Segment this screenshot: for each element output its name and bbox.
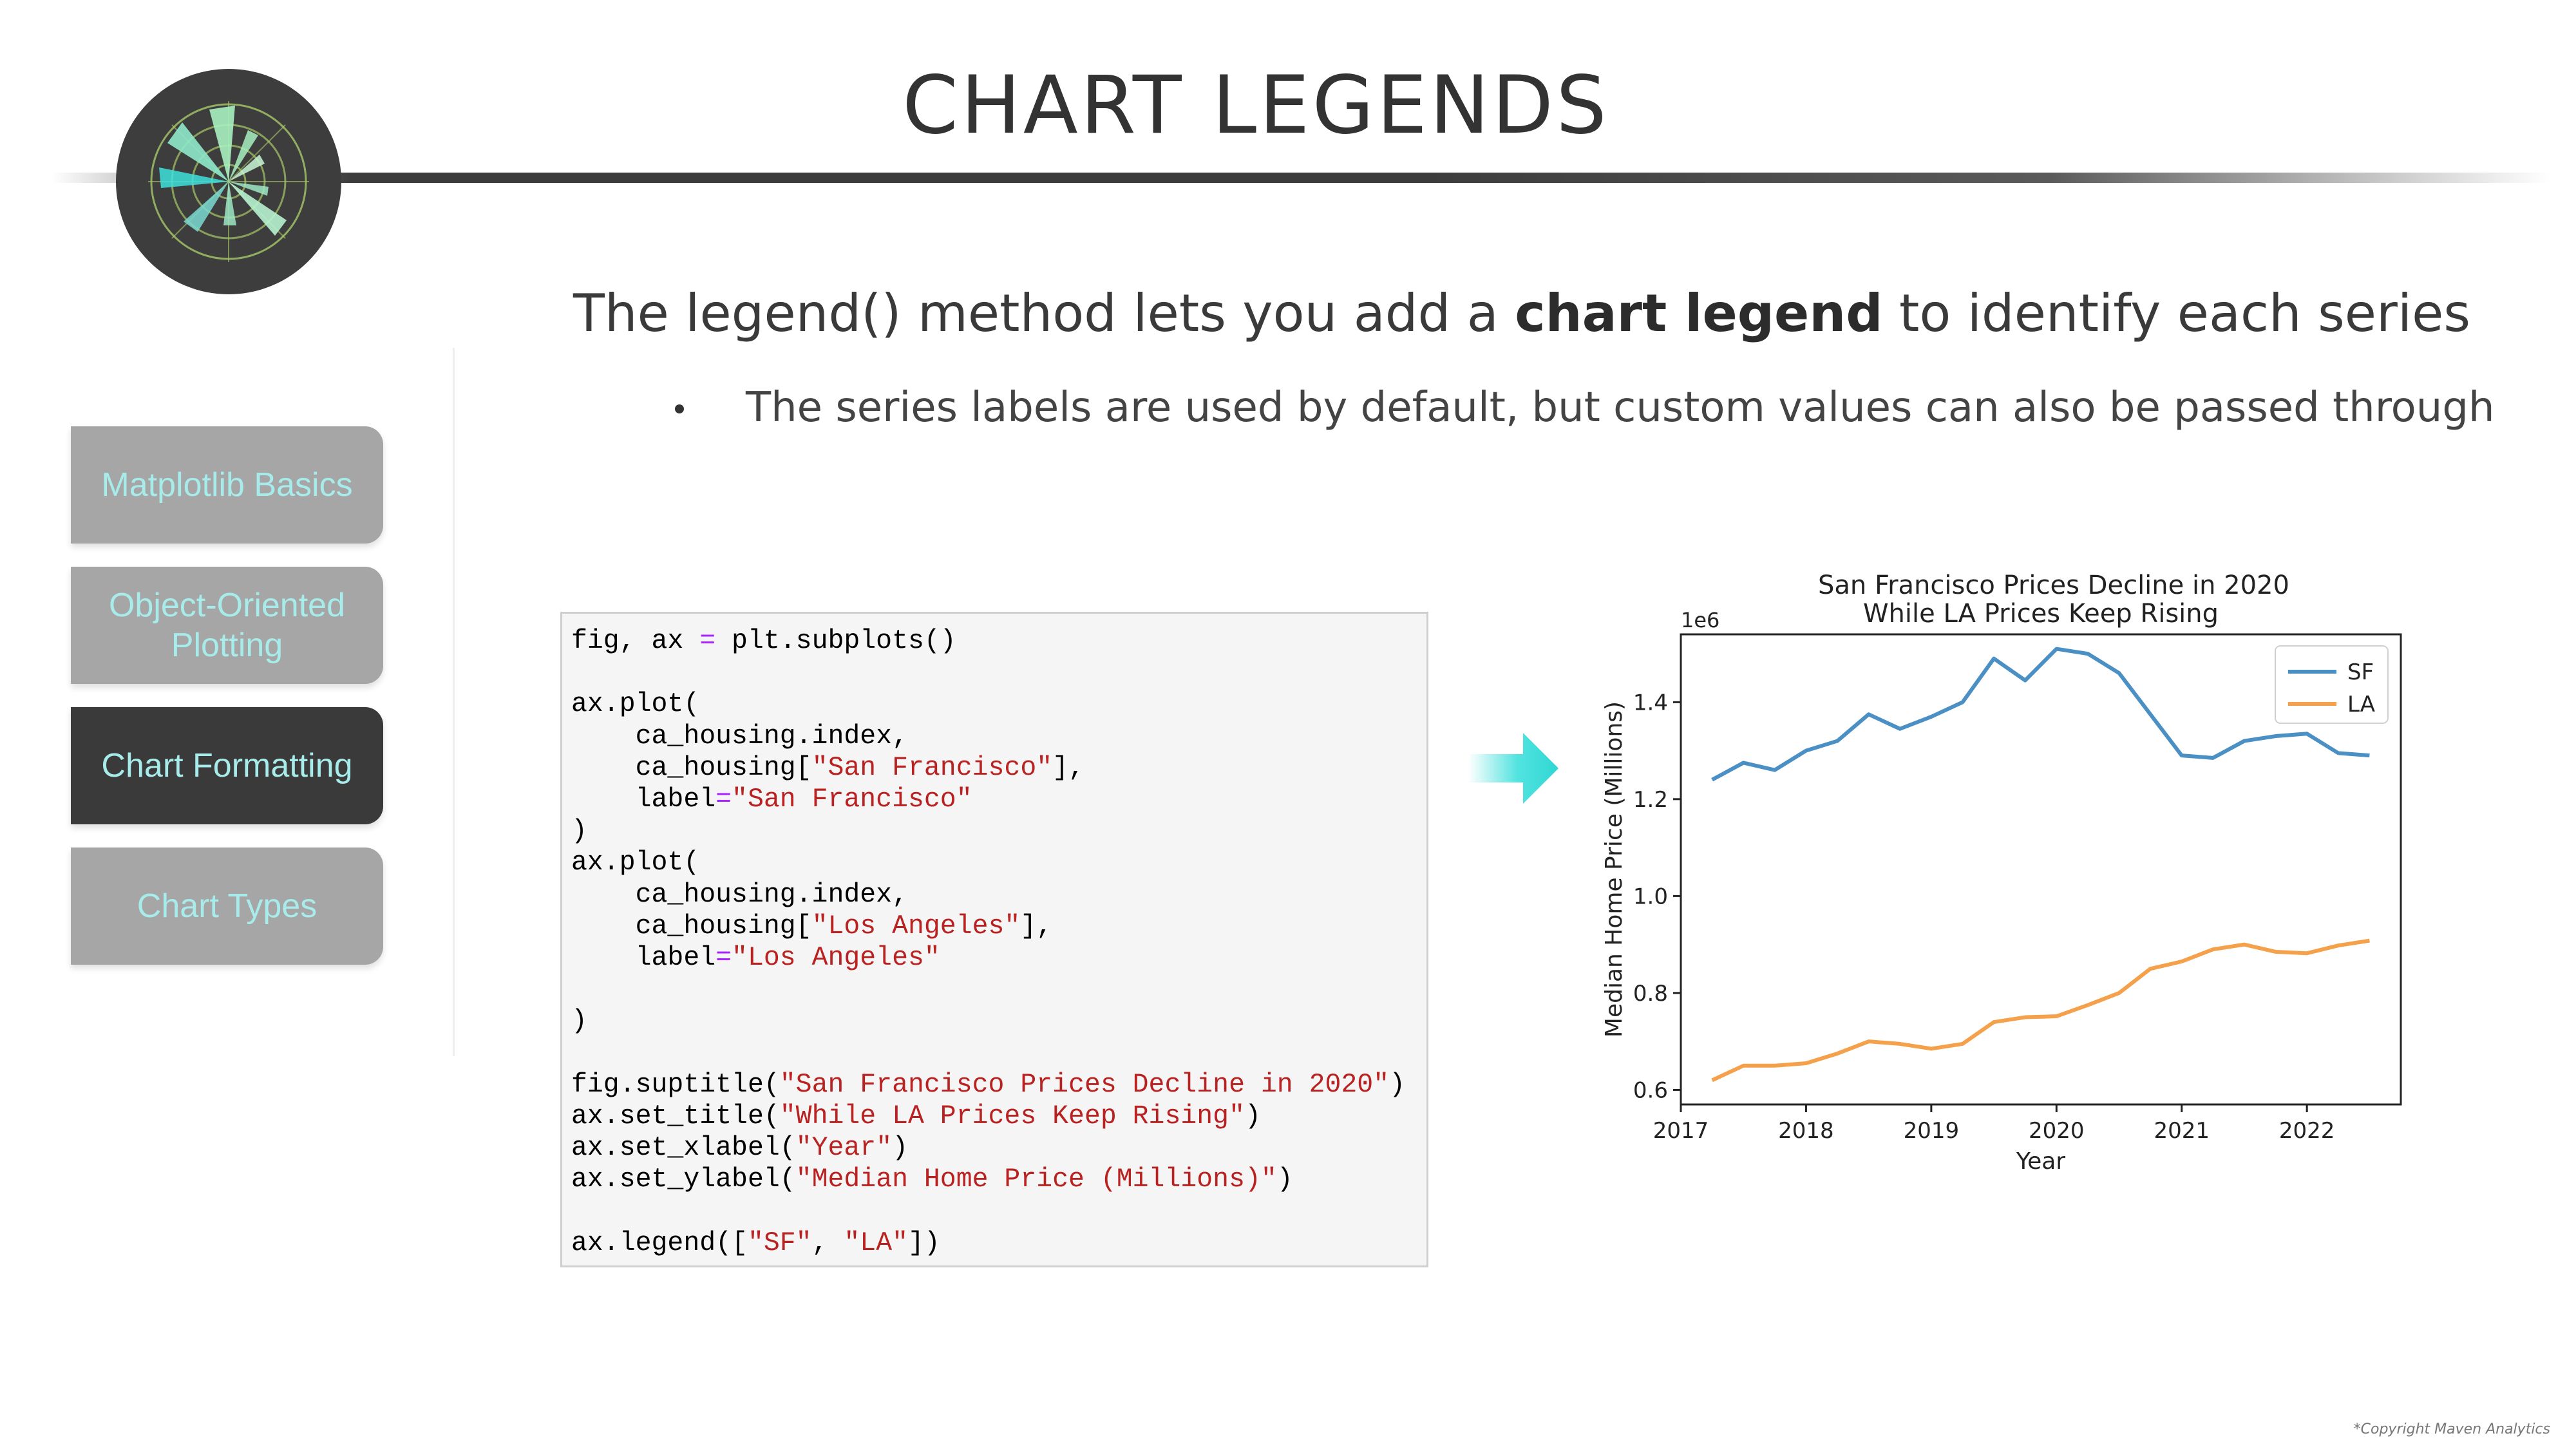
sidebar-item-chart-types[interactable]: Chart Types: [71, 848, 383, 965]
x-tick-label: 2021: [2154, 1118, 2210, 1144]
right-arrow-icon: [1468, 733, 1558, 804]
headline-text-end: to identify each series: [1882, 283, 2471, 343]
code-line: ax.set_title("While LA Prices Keep Risin…: [571, 1101, 1261, 1132]
x-tick-label: 2018: [1778, 1118, 1834, 1144]
code-line: ax.plot(: [571, 848, 700, 878]
sidebar-item-object-oriented-plotting[interactable]: Object-Oriented Plotting: [71, 567, 383, 684]
bullet-text: The series labels are used by default, b…: [746, 384, 2495, 431]
polar-chart-logo-icon: [116, 69, 341, 294]
line-chart: San Francisco Prices Decline in 2020Whil…: [1601, 571, 2402, 1175]
title-underline: [52, 173, 2550, 183]
code-line: ax.set_ylabel("Median Home Price (Millio…: [571, 1164, 1293, 1195]
y-tick-label: 1.4: [1633, 690, 1668, 715]
sidebar-item-label: Chart Formatting: [101, 747, 353, 784]
code-line: ): [571, 816, 587, 847]
x-tick-label: 2020: [2029, 1118, 2085, 1144]
code-line: ax.plot(: [571, 689, 700, 720]
legend-label: LA: [2347, 692, 2375, 717]
plot-frame: [1680, 633, 2402, 1106]
code-line: label="San Francisco": [571, 784, 972, 815]
sidebar-item-chart-formatting[interactable]: Chart Formatting: [71, 707, 383, 824]
y-tick-label: 0.8: [1633, 981, 1668, 1007]
x-tick-label: 2019: [1904, 1118, 1960, 1144]
sidebar-item-label: Object-Oriented Plotting: [108, 587, 346, 664]
chart-suptitle: San Francisco Prices Decline in 2020: [1818, 571, 2289, 600]
copyright-notice: *Copyright Maven Analytics: [2353, 1421, 2550, 1437]
x-axis-label: Year: [2016, 1148, 2065, 1175]
headline-emphasis: chart legend: [1515, 283, 1883, 343]
sidebar-item-label: Matplotlib Basics: [101, 466, 353, 504]
code-line: fig, ax = plt.subplots(): [571, 626, 956, 656]
code-line: ca_housing["San Francisco"],: [571, 752, 1084, 783]
bullet-point-icon: [675, 404, 684, 413]
sidebar-item-matplotlib-basics[interactable]: Matplotlib Basics: [71, 426, 383, 544]
code-line: ): [571, 1006, 587, 1037]
x-tick-label: 2022: [2279, 1118, 2335, 1144]
code-cell: fig, ax = plt.subplots() ax.plot( ca_hou…: [560, 612, 1428, 1267]
series-line-la: [1711, 938, 2370, 1083]
y-tick-label: 1.0: [1633, 884, 1668, 909]
code-line: ax.legend(["SF", "LA"]): [571, 1227, 940, 1258]
code-line: ca_housing.index,: [571, 879, 908, 910]
headline-text: The legend() method lets you add a: [573, 283, 1515, 343]
x-tick-label: 2017: [1653, 1118, 1709, 1144]
y-axis-label: Median Home Price (Millions): [1601, 701, 1627, 1037]
code-line: ca_housing.index,: [571, 721, 908, 752]
code-line: fig.suptitle("San Francisco Prices Decli…: [571, 1069, 1406, 1100]
page-title: CHART LEGENDS: [902, 59, 1609, 152]
series-line-sf: [1711, 647, 2370, 782]
chart-title: While LA Prices Keep Rising: [1863, 599, 2219, 629]
code-line: ca_housing["Los Angeles"],: [571, 911, 1053, 942]
code-block: fig, ax = plt.subplots() ax.plot( ca_hou…: [571, 625, 1405, 1259]
legend-label: SF: [2347, 659, 2374, 685]
sidebar-item-label: Chart Types: [137, 887, 317, 925]
code-line: ax.set_xlabel("Year"): [571, 1133, 909, 1164]
sidebar-divider: [453, 348, 455, 1056]
y-tick-label: 0.6: [1633, 1077, 1668, 1103]
code-line: label="Los Angeles": [571, 943, 940, 974]
y-axis-offset-label: 1e6: [1681, 608, 1719, 632]
headline: The legend() method lets you add a chart…: [573, 283, 2470, 343]
y-tick-label: 1.2: [1633, 787, 1668, 813]
